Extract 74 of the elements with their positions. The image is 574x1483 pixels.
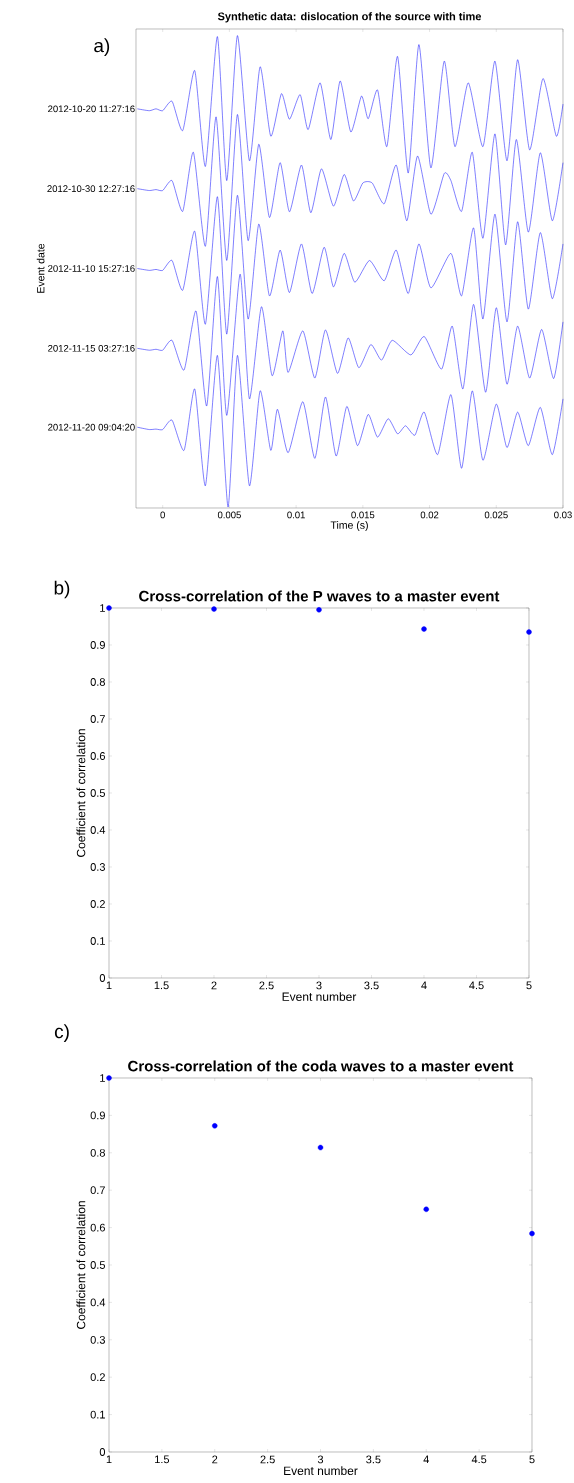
text: b) bbox=[54, 580, 70, 599]
x-tick-label: 5 bbox=[526, 981, 532, 990]
x-tick-label: 4 bbox=[423, 1455, 429, 1464]
x-tick-label: 2 bbox=[211, 981, 217, 990]
x-tick-label: 0 bbox=[160, 511, 165, 519]
y-tick-label: 0.8 bbox=[90, 1148, 105, 1157]
x-tick-label: 2.5 bbox=[259, 981, 274, 990]
chart-title: Synthetic data: dislocation of the source with time bbox=[217, 12, 482, 23]
point bbox=[211, 606, 217, 612]
y-tick-label: 0.8 bbox=[90, 678, 105, 686]
point bbox=[317, 1144, 324, 1151]
y-tick-label: 0.6 bbox=[90, 1223, 105, 1232]
x-tick-label: 1 bbox=[106, 1455, 112, 1464]
x-tick-label: 4.5 bbox=[471, 1455, 487, 1464]
y-tick-label: 1 bbox=[100, 604, 105, 612]
x-tick-label: 1 bbox=[106, 981, 112, 990]
y-tick-label: 1 bbox=[100, 1074, 105, 1082]
x-tick-label: 1.5 bbox=[154, 981, 169, 990]
y-tick-label: 0.7 bbox=[90, 715, 105, 723]
x-axis-title: Event number bbox=[282, 992, 357, 1001]
x-tick-label: 4.5 bbox=[469, 981, 484, 990]
point bbox=[526, 629, 532, 635]
x-tick-label: 2 bbox=[212, 1455, 218, 1464]
point bbox=[423, 1206, 429, 1212]
x-tick-label: 3 bbox=[316, 981, 322, 990]
point bbox=[316, 607, 322, 613]
y-tick-label: 0.4 bbox=[90, 826, 106, 834]
y-axis-title: Coefficient of correlation bbox=[76, 729, 86, 857]
y-tick-label: 0.1 bbox=[90, 937, 105, 945]
y-tick-label: 0.7 bbox=[90, 1186, 105, 1195]
x-tick-label: 2.5 bbox=[260, 1455, 275, 1464]
y-tick-label: 0.5 bbox=[90, 1261, 105, 1269]
y-tick-label: 0.3 bbox=[90, 863, 105, 871]
text: a) bbox=[94, 38, 110, 57]
y-tick-label: 0.2 bbox=[90, 1373, 105, 1382]
point bbox=[212, 1123, 218, 1129]
y-tick-label: 0.3 bbox=[90, 1335, 105, 1344]
x-axis-title: Event number bbox=[284, 1466, 358, 1475]
y-tick-label: 0 bbox=[99, 1448, 106, 1456]
x-tick-label: 0.025 bbox=[484, 511, 508, 519]
x-tick-label: 5 bbox=[529, 1455, 535, 1464]
x-tick-label: 0.005 bbox=[217, 511, 241, 519]
y-tick-label: 0.1 bbox=[90, 1410, 105, 1419]
y-tick-label: 0.2 bbox=[90, 900, 105, 908]
series-label: 2012-11-20 09:04:20 bbox=[48, 423, 135, 431]
x-tick-label: 1.5 bbox=[155, 1455, 170, 1464]
y-tick-label: 0.9 bbox=[90, 641, 105, 649]
x-tick-label: 0.03 bbox=[554, 511, 572, 519]
chart-title: Cross-correlation of the coda waves to a master event bbox=[128, 1060, 514, 1072]
y-axis-title: Coefficient of correlation bbox=[76, 1201, 86, 1329]
point bbox=[421, 626, 427, 632]
text: c) bbox=[54, 1024, 69, 1042]
point bbox=[106, 1075, 112, 1081]
x-tick-label: 4 bbox=[421, 981, 427, 990]
y-tick-label: 0.6 bbox=[90, 752, 105, 760]
y-tick-label: 0 bbox=[99, 974, 106, 982]
y-axis-title: Event date bbox=[36, 243, 45, 293]
x-tick-label: 0.01 bbox=[287, 511, 305, 519]
y-tick-label: 0.9 bbox=[90, 1111, 105, 1120]
y-tick-label: 0.5 bbox=[90, 789, 105, 797]
x-tick-label: 3 bbox=[317, 1455, 324, 1464]
x-tick-label: 0.015 bbox=[351, 511, 375, 519]
x-axis-title: Time (s) bbox=[330, 521, 368, 531]
y-tick-label: 0.4 bbox=[90, 1298, 106, 1307]
point bbox=[106, 605, 112, 611]
series-label: 2012-10-30 12:27:16 bbox=[47, 185, 135, 193]
point bbox=[529, 1230, 535, 1237]
series-label: 2012-11-10 15:27:16 bbox=[48, 265, 135, 272]
series-label: 2012-11-15 03:27:16 bbox=[48, 344, 135, 352]
series-label: 2012-10-20 11:27:16 bbox=[48, 105, 135, 113]
x-tick-label: 3.5 bbox=[364, 981, 379, 990]
chart-title: Cross-correlation of the P waves to a master event bbox=[139, 590, 500, 602]
x-tick-label: 0.02 bbox=[420, 511, 439, 519]
x-tick-label: 3.5 bbox=[366, 1455, 381, 1464]
